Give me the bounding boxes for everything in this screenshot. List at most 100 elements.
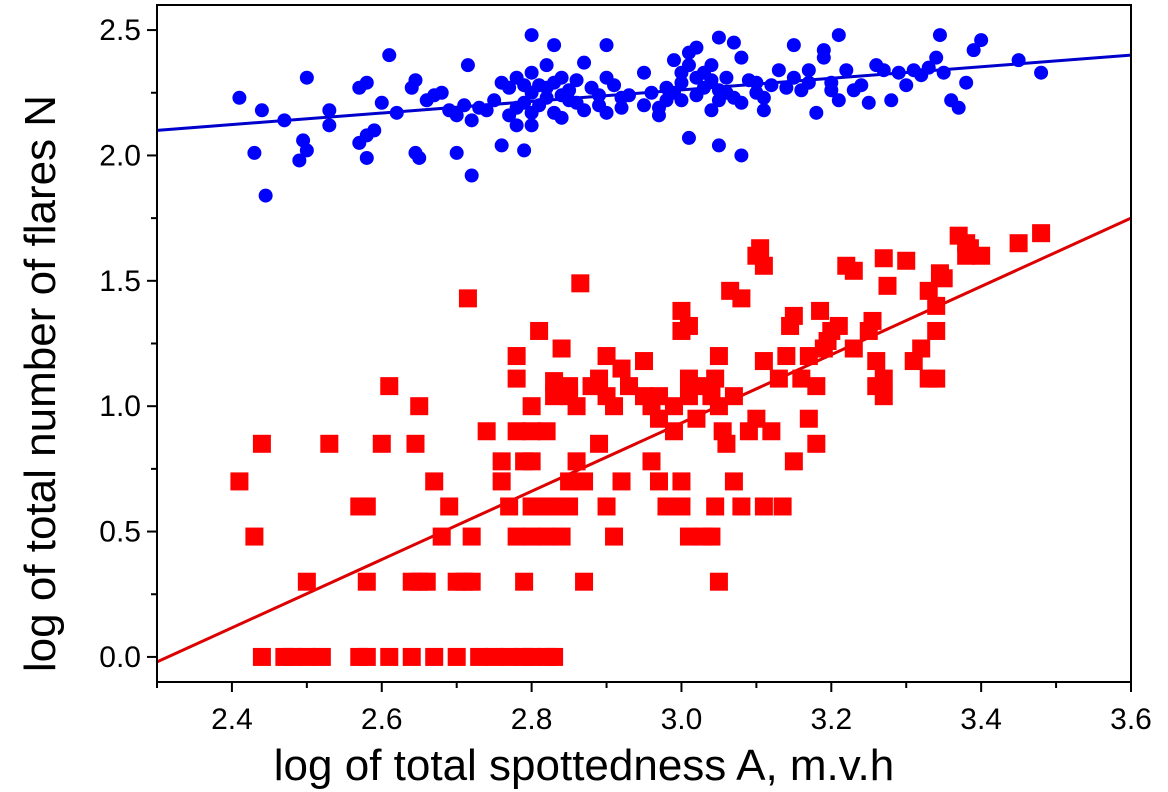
data-point bbox=[569, 73, 584, 88]
data-point bbox=[367, 123, 382, 138]
data-point bbox=[545, 372, 564, 391]
data-point bbox=[649, 387, 668, 406]
data-point bbox=[734, 148, 749, 163]
y-tick-label: 1.0 bbox=[99, 390, 141, 423]
data-point bbox=[312, 647, 331, 666]
data-point bbox=[380, 647, 399, 666]
data-point bbox=[951, 100, 966, 115]
data-point bbox=[292, 153, 307, 168]
data-point bbox=[726, 35, 741, 50]
data-point bbox=[577, 103, 592, 118]
y-axis: 0.0 0.5 1.0 1.5 2.0 2.5 bbox=[99, 14, 157, 674]
data-point bbox=[539, 58, 554, 73]
data-point bbox=[560, 472, 579, 491]
data-point bbox=[724, 472, 743, 491]
data-point bbox=[959, 75, 974, 90]
data-point bbox=[704, 103, 719, 118]
data-point bbox=[440, 497, 459, 516]
data-point bbox=[786, 70, 801, 85]
data-point bbox=[799, 347, 818, 366]
data-point bbox=[590, 369, 609, 388]
data-point bbox=[522, 452, 541, 471]
y-tick-label: 0.0 bbox=[99, 641, 141, 674]
data-point bbox=[539, 90, 554, 105]
series-layer bbox=[157, 28, 1131, 666]
data-point bbox=[517, 143, 532, 158]
data-point bbox=[747, 409, 766, 428]
data-point bbox=[854, 78, 869, 93]
data-point bbox=[299, 143, 314, 158]
data-point bbox=[876, 63, 891, 78]
data-point bbox=[575, 572, 594, 591]
data-point bbox=[899, 78, 914, 93]
data-point bbox=[517, 95, 532, 110]
data-point bbox=[605, 397, 624, 416]
data-point bbox=[704, 73, 719, 88]
data-point bbox=[801, 75, 816, 90]
data-point bbox=[1009, 234, 1028, 253]
data-point bbox=[732, 497, 751, 516]
data-point bbox=[878, 276, 897, 295]
data-point bbox=[711, 30, 726, 45]
data-point bbox=[502, 80, 517, 95]
data-point bbox=[434, 85, 449, 100]
y-axis-title: log of total number of flares N bbox=[16, 95, 65, 672]
data-point bbox=[567, 452, 586, 471]
data-point bbox=[749, 75, 764, 90]
data-point bbox=[487, 93, 502, 108]
data-point bbox=[919, 281, 938, 300]
data-point bbox=[460, 58, 475, 73]
data-point bbox=[299, 70, 314, 85]
data-point bbox=[462, 572, 481, 591]
data-point bbox=[874, 249, 893, 268]
data-point bbox=[861, 95, 876, 110]
data-point bbox=[500, 647, 519, 666]
data-point bbox=[672, 301, 691, 320]
data-point bbox=[245, 527, 264, 546]
data-point bbox=[771, 63, 786, 78]
data-point bbox=[247, 145, 262, 160]
data-point bbox=[891, 65, 906, 80]
data-point bbox=[929, 50, 944, 65]
data-point bbox=[507, 527, 526, 546]
data-point bbox=[357, 572, 376, 591]
data-point bbox=[756, 90, 771, 105]
data-point bbox=[552, 339, 571, 358]
data-point bbox=[704, 58, 719, 73]
data-point bbox=[457, 98, 472, 113]
data-point bbox=[614, 100, 629, 115]
data-point bbox=[408, 73, 423, 88]
data-point bbox=[485, 647, 504, 666]
data-point bbox=[412, 150, 427, 165]
data-point bbox=[277, 113, 292, 128]
data-point bbox=[607, 78, 622, 93]
data-point bbox=[494, 138, 509, 153]
data-point bbox=[839, 63, 854, 78]
data-point bbox=[1011, 53, 1026, 68]
data-point bbox=[479, 103, 494, 118]
data-point bbox=[809, 105, 824, 120]
data-point bbox=[927, 369, 946, 388]
data-point bbox=[522, 527, 541, 546]
data-point bbox=[297, 647, 316, 666]
data-point bbox=[644, 85, 659, 100]
data-point bbox=[807, 434, 826, 453]
data-point bbox=[642, 452, 661, 471]
data-point bbox=[554, 70, 569, 85]
data-point bbox=[322, 103, 337, 118]
x-tick-label: 3.2 bbox=[810, 703, 852, 736]
data-point bbox=[811, 301, 830, 320]
data-point bbox=[458, 289, 477, 308]
data-point bbox=[590, 434, 609, 453]
data-point bbox=[567, 397, 586, 416]
series-2 bbox=[230, 224, 1051, 666]
data-point bbox=[816, 50, 831, 65]
data-point bbox=[672, 472, 691, 491]
y-tick-label: 2.0 bbox=[99, 139, 141, 172]
data-point bbox=[357, 497, 376, 516]
data-point bbox=[402, 647, 421, 666]
data-point bbox=[545, 387, 564, 406]
data-point bbox=[709, 397, 728, 416]
data-point bbox=[784, 452, 803, 471]
x-tick-label: 3.4 bbox=[960, 703, 1002, 736]
